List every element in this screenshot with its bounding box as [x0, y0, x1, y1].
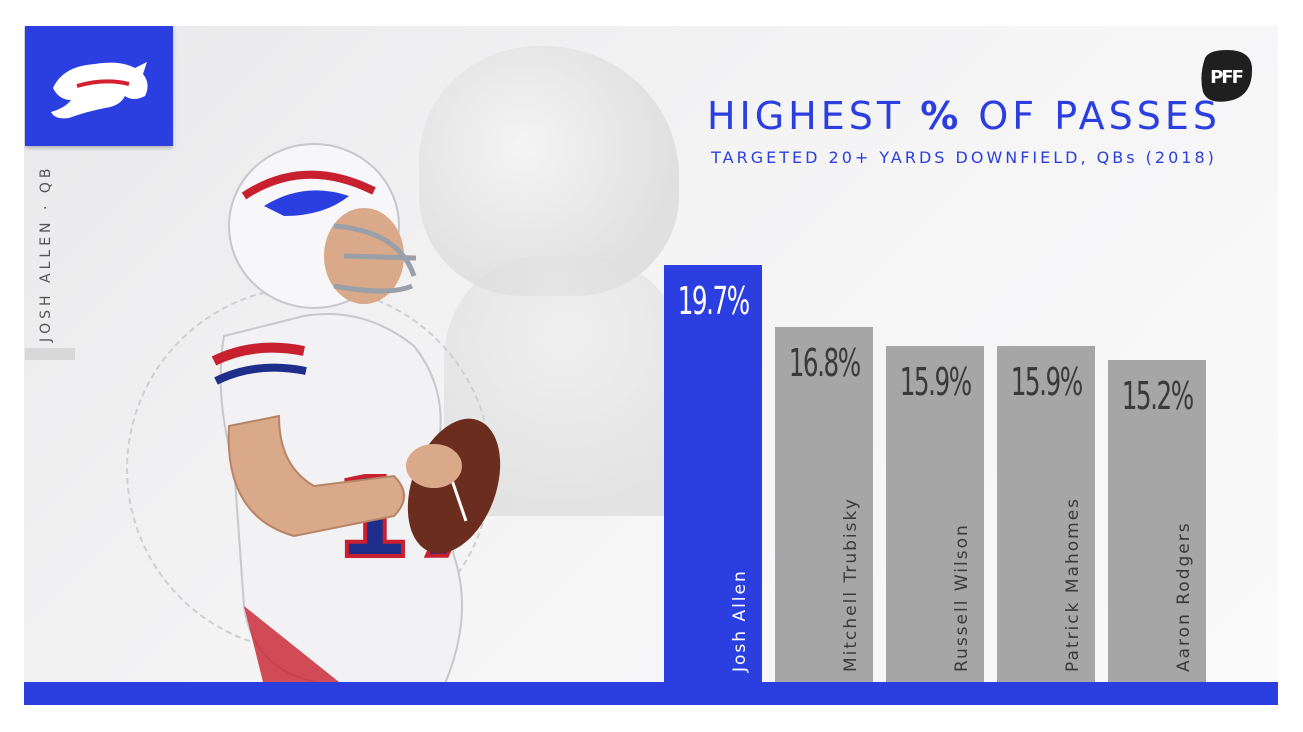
title-percent: %	[920, 94, 963, 138]
side-divider	[25, 348, 75, 360]
bar-value-label: 19.7%	[677, 279, 750, 323]
bar-patrick-mahomes: 15.9% Patrick Mahomes	[997, 346, 1095, 682]
bottom-accent-bar	[24, 682, 1278, 705]
chart-subtitle: TARGETED 20+ YARDS DOWNFIELD, QBs (2018)	[711, 148, 1217, 167]
bar-russell-wilson: 15.9% Russell Wilson	[886, 346, 984, 682]
svg-text:PFF: PFF	[1210, 67, 1242, 88]
bar-category-label: Mitchell Trubisky	[841, 497, 861, 672]
background-helmet	[419, 46, 679, 296]
bar-value-label: 15.2%	[1121, 374, 1194, 418]
chart-title: HIGHEST % OF PASSES	[664, 94, 1264, 138]
bar-josh-allen: 19.7% Josh Allen	[664, 265, 762, 682]
infographic-card: 17 JOSH ALLEN · QB PFF HIGHEST % OF PASS…	[24, 26, 1278, 705]
pff-logo-icon: PFF	[1201, 50, 1253, 102]
bar-chart: 19.7% Josh Allen 16.8% Mitchell Trubisky 15.…	[24, 26, 1278, 682]
bar-category-label: Patrick Mahomes	[1063, 496, 1083, 672]
bar-category-label: Josh Allen	[730, 569, 750, 672]
title-prefix: HIGHEST	[706, 94, 921, 138]
bar-category-label: Russell Wilson	[952, 523, 972, 672]
bar-category-label: Aaron Rodgers	[1174, 521, 1194, 672]
team-logo-box	[25, 26, 173, 146]
buffalo-icon	[51, 62, 148, 119]
bar-value-label: 15.9%	[899, 360, 972, 404]
title-suffix: OF PASSES	[962, 94, 1222, 138]
bar-value-label: 16.8%	[788, 341, 861, 385]
quarterback-illustration: 17	[211, 143, 501, 686]
bar-value-label: 15.9%	[1010, 360, 1083, 404]
bar-aaron-rodgers: 15.2% Aaron Rodgers	[1108, 360, 1206, 682]
bar-mitchell-trubisky: 16.8% Mitchell Trubisky	[775, 327, 873, 682]
